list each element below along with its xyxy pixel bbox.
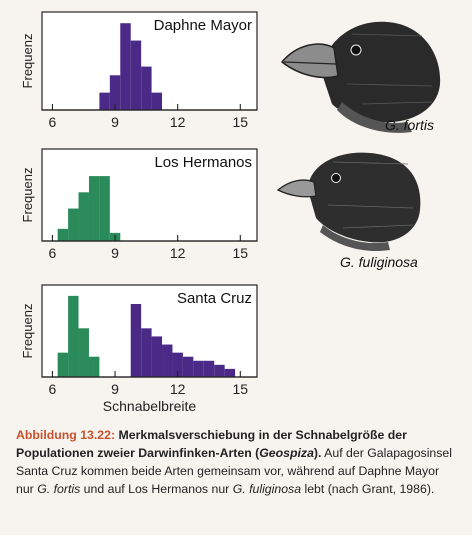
- histogram-bar-fortis: [151, 92, 163, 110]
- caption-text-part3: lebt (nach Grant, 1986).: [301, 482, 435, 496]
- histogram-bar-fuliginosa: [99, 176, 110, 241]
- histogram-bar-fuliginosa: [88, 176, 100, 241]
- caption-genus: Geospiza: [259, 446, 314, 460]
- y-axis-label: Frequenz: [20, 168, 35, 223]
- figure: 6 9 12 15 Daphne Mayor Frequenz 6 9 12 15 Los Herm…: [20, 11, 441, 414]
- y-axis-label: Frequenz: [20, 34, 35, 89]
- fuliginosa-bird-illustration: [276, 152, 421, 252]
- histogram-bar-fuliginosa: [68, 295, 79, 377]
- caption-title-part1: Merkmalsverschiebung in der Schnabelgröß…: [16, 428, 407, 460]
- caption-text-part2: und auf Los Hermanos nur: [80, 482, 233, 496]
- histogram-bar-fortis: [130, 40, 142, 110]
- histogram-bar-fortis: [214, 364, 225, 377]
- caption-species2: G. fuliginosa: [232, 482, 302, 496]
- histogram-bar-fortis: [172, 352, 183, 377]
- histogram-bar-fortis: [182, 356, 194, 377]
- x-tick-label: 6: [49, 381, 57, 397]
- caption-text-part1: Auf der Galapagosinsel Santa Cruz kommen…: [16, 446, 452, 496]
- fortis-bird-illustration: [280, 21, 441, 133]
- x-tick-label: 15: [233, 245, 249, 261]
- x-tick-label: 15: [233, 381, 249, 397]
- x-tick-label: 12: [170, 245, 186, 261]
- x-tick-label: 9: [111, 245, 119, 261]
- histogram-bar-fortis: [162, 344, 173, 377]
- histogram-bar-fortis: [224, 368, 236, 377]
- panel-title: Santa Cruz: [177, 290, 252, 307]
- histogram-bar-fortis: [141, 66, 152, 110]
- histogram-bar-fortis: [203, 360, 215, 377]
- x-axis-label: Schnabelbreite: [103, 398, 197, 414]
- histogram-bar-fuliginosa: [68, 208, 79, 241]
- x-tick-label: 6: [49, 114, 57, 130]
- histogram-bar-fortis: [151, 336, 163, 377]
- species-label-fuliginosa: G. fuliginosa: [340, 254, 418, 270]
- histogram-bar-fortis: [193, 360, 204, 377]
- panel-title: Los Hermanos: [154, 154, 252, 171]
- histogram-panel-2: 6 9 12 15 Los Hermanos Frequenz: [20, 148, 258, 261]
- x-tick-label: 12: [170, 114, 186, 130]
- caption-species1: G. fortis: [37, 482, 81, 496]
- panel-title: Daphne Mayor: [154, 17, 252, 34]
- caption-figure-number: Abbildung 13.22:: [16, 428, 116, 442]
- histogram-bar-fuliginosa: [57, 352, 69, 377]
- histogram-bar-fuliginosa: [88, 356, 100, 377]
- histogram-bar-fortis: [99, 92, 110, 110]
- x-tick-label: 9: [111, 114, 119, 130]
- x-tick-label: 9: [111, 381, 119, 397]
- histogram-panel-1: 6 9 12 15 Daphne Mayor Frequenz: [20, 11, 258, 130]
- figure-caption: Abbildung 13.22: Merkmalsverschiebung in…: [16, 426, 456, 498]
- histogram-bar-fortis: [109, 75, 121, 110]
- histogram-bar-fortis: [130, 303, 142, 377]
- histogram-bar-fuliginosa: [78, 192, 89, 241]
- species-label-fortis: G. fortis: [385, 117, 434, 133]
- histogram-bar-fortis: [141, 328, 152, 377]
- x-tick-label: 12: [170, 381, 186, 397]
- x-tick-label: 15: [233, 114, 249, 130]
- histogram-bar-fuliginosa: [78, 328, 89, 377]
- histogram-bar-fortis: [120, 23, 131, 110]
- y-axis-label: Frequenz: [20, 304, 35, 359]
- histogram-bar-fuliginosa: [57, 228, 69, 241]
- caption-title: Merkmalsverschiebung in der Schnabelgröß…: [16, 428, 407, 460]
- caption-title-part2: ).: [313, 446, 322, 460]
- histogram-panel-3: 6 9 12 15 Santa Cruz Frequenz Schnabelbreite: [20, 284, 258, 414]
- x-tick-label: 6: [49, 245, 57, 261]
